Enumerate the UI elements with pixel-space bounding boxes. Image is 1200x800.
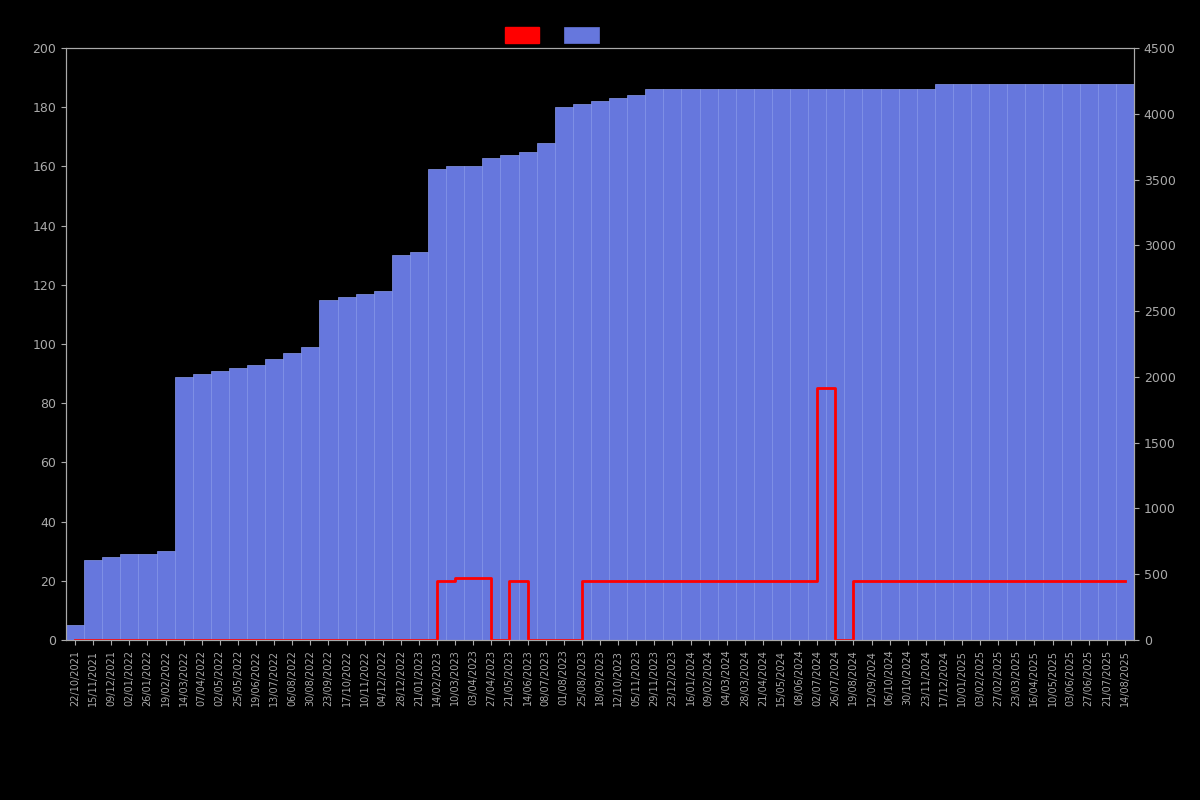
Bar: [120, 554, 138, 640]
Bar: [863, 90, 881, 640]
Bar: [700, 90, 718, 640]
Bar: [355, 294, 373, 640]
Bar: [392, 255, 410, 640]
Bar: [410, 252, 428, 640]
Bar: [610, 98, 628, 640]
Bar: [66, 626, 84, 640]
Bar: [84, 560, 102, 640]
Bar: [301, 347, 319, 640]
Bar: [1116, 83, 1134, 640]
Bar: [138, 554, 156, 640]
Bar: [536, 142, 554, 640]
Bar: [1080, 83, 1098, 640]
Bar: [718, 90, 736, 640]
Bar: [989, 83, 1007, 640]
Bar: [827, 90, 845, 640]
Bar: [682, 90, 700, 640]
Bar: [917, 90, 935, 640]
Bar: [845, 90, 863, 640]
Bar: [1007, 83, 1025, 640]
Bar: [881, 90, 899, 640]
Bar: [971, 83, 989, 640]
Bar: [337, 297, 355, 640]
Bar: [265, 359, 283, 640]
Bar: [428, 170, 446, 640]
Bar: [175, 377, 193, 640]
Bar: [319, 300, 337, 640]
Bar: [736, 90, 754, 640]
Bar: [572, 104, 590, 640]
Bar: [646, 90, 664, 640]
Bar: [1044, 83, 1062, 640]
Bar: [156, 551, 175, 640]
Bar: [808, 90, 827, 640]
Bar: [772, 90, 790, 640]
Bar: [899, 90, 917, 640]
Bar: [373, 290, 392, 640]
Bar: [193, 374, 211, 640]
Bar: [283, 353, 301, 640]
Bar: [247, 365, 265, 640]
Bar: [1098, 83, 1116, 640]
Bar: [754, 90, 772, 640]
Bar: [518, 152, 536, 640]
Bar: [229, 368, 247, 640]
Bar: [590, 102, 610, 640]
Bar: [500, 154, 518, 640]
Bar: [1062, 83, 1080, 640]
Bar: [102, 557, 120, 640]
Bar: [464, 166, 482, 640]
Bar: [482, 158, 500, 640]
Bar: [446, 166, 464, 640]
Legend: , : ,: [500, 22, 614, 48]
Bar: [628, 95, 646, 640]
Bar: [211, 370, 229, 640]
Bar: [935, 83, 953, 640]
Bar: [554, 107, 572, 640]
Bar: [664, 90, 682, 640]
Bar: [790, 90, 808, 640]
Bar: [1025, 83, 1044, 640]
Bar: [953, 83, 971, 640]
